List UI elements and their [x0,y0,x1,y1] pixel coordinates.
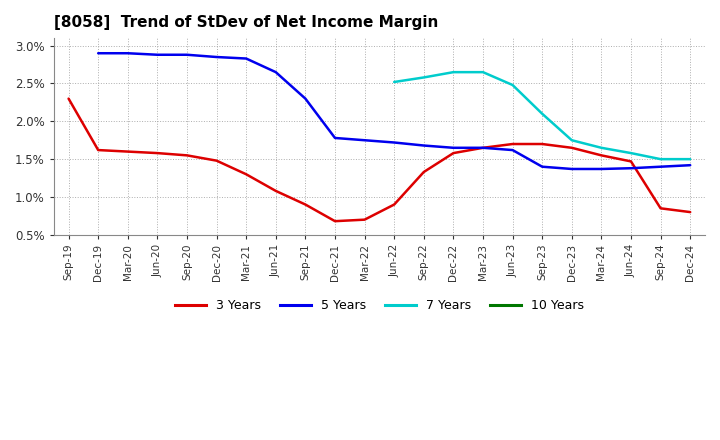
5 Years [420,143,428,148]
7 Years [597,145,606,150]
5 Years [686,162,695,168]
5 Years [242,56,251,61]
7 Years [449,70,458,75]
3 Years [567,145,576,150]
5 Years [212,55,221,60]
5 Years [153,52,162,57]
5 Years [508,147,517,153]
3 Years [508,141,517,147]
3 Years [479,145,487,150]
5 Years [656,164,665,169]
5 Years [271,70,280,75]
5 Years [301,96,310,101]
7 Years [538,111,546,117]
3 Years [360,217,369,222]
Text: [8058]  Trend of StDev of Net Income Margin: [8058] Trend of StDev of Net Income Marg… [54,15,438,30]
5 Years [390,140,398,145]
3 Years [183,153,192,158]
5 Years [626,165,635,171]
7 Years [686,157,695,162]
Line: 3 Years: 3 Years [68,99,690,221]
7 Years [420,75,428,80]
3 Years [301,202,310,207]
3 Years [271,188,280,194]
3 Years [597,153,606,158]
3 Years [449,150,458,156]
7 Years [567,138,576,143]
3 Years [330,219,339,224]
5 Years [183,52,192,57]
3 Years [94,147,102,153]
5 Years [567,166,576,172]
3 Years [626,159,635,164]
3 Years [153,150,162,156]
5 Years [597,166,606,172]
Legend: 3 Years, 5 Years, 7 Years, 10 Years: 3 Years, 5 Years, 7 Years, 10 Years [170,294,589,317]
Line: 5 Years: 5 Years [98,53,690,169]
7 Years [626,150,635,156]
5 Years [479,145,487,150]
7 Years [479,70,487,75]
5 Years [538,164,546,169]
3 Years [123,149,132,154]
7 Years [508,82,517,88]
5 Years [330,136,339,141]
3 Years [242,172,251,177]
3 Years [420,169,428,175]
5 Years [94,51,102,56]
3 Years [656,205,665,211]
7 Years [656,157,665,162]
Line: 7 Years: 7 Years [394,72,690,159]
7 Years [390,79,398,84]
5 Years [449,145,458,150]
5 Years [360,138,369,143]
5 Years [123,51,132,56]
3 Years [390,202,398,207]
3 Years [64,96,73,101]
3 Years [538,141,546,147]
3 Years [212,158,221,163]
3 Years [686,209,695,215]
